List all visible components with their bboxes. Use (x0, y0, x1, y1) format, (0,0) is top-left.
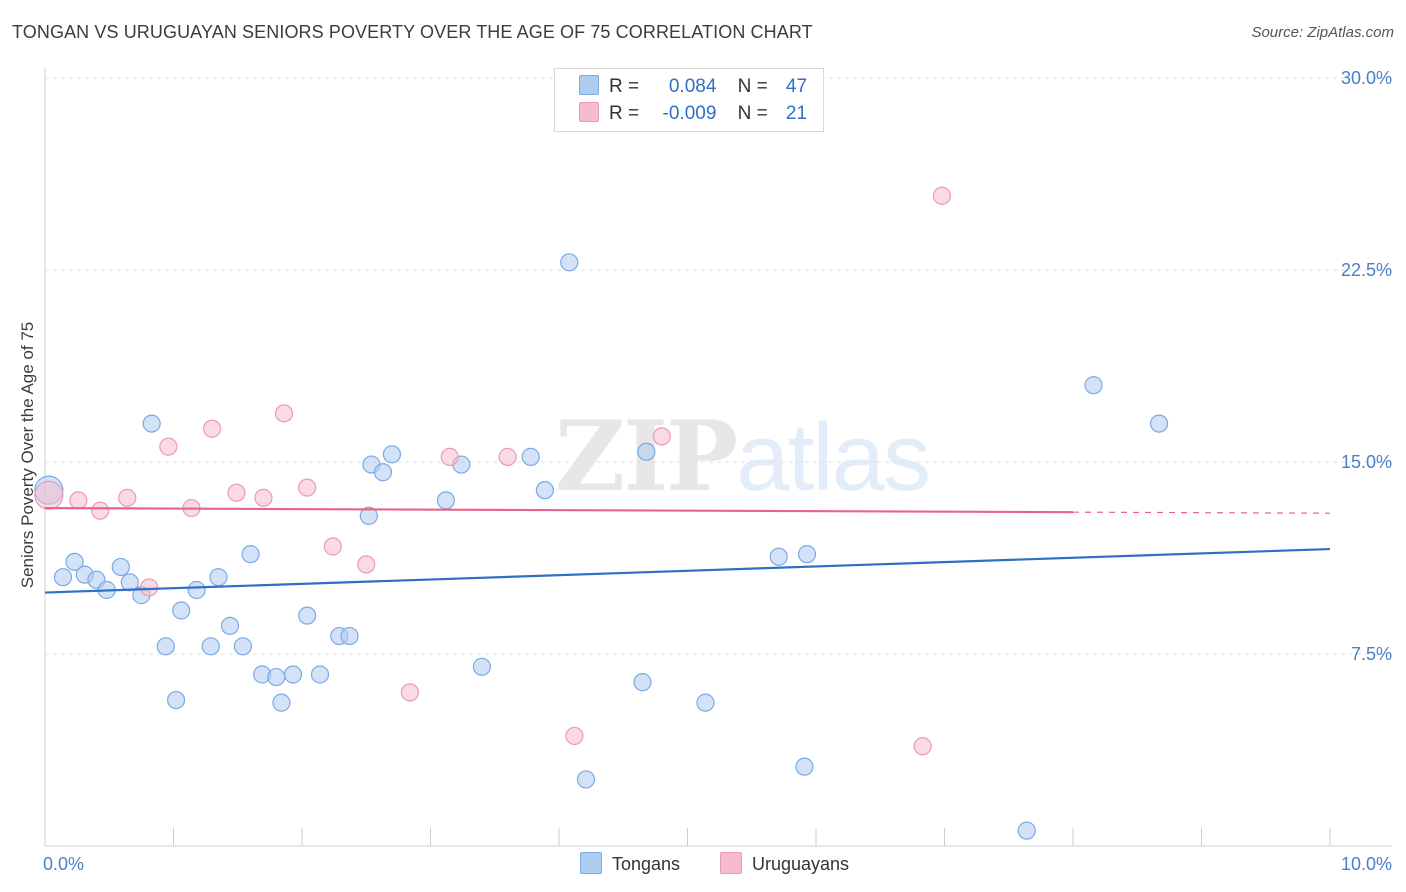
y-tick-label-1: 15.0% (1341, 452, 1392, 472)
tongans-point-35 (535, 481, 554, 500)
tongans-point-26 (340, 626, 359, 646)
legend-swatch-tongans (579, 75, 599, 95)
tongans-point-16 (220, 616, 240, 635)
tongans-point-22 (283, 665, 303, 684)
correlation-legend: R = 0.084 N = 47 R = -0.009 N = 21 (554, 68, 824, 132)
tongans-point-20 (267, 667, 286, 687)
y-tick-label-0: 7.5% (1351, 644, 1392, 664)
source-credit: Source: ZipAtlas.com (1251, 24, 1394, 41)
uruguayans-point-13 (357, 555, 376, 574)
legend-r-value-uruguayans: -0.009 (662, 103, 717, 124)
bottom-legend-swatch-tongans (580, 852, 602, 874)
bottom-legend-tongans: Tongans (580, 852, 680, 875)
tongans-point-31 (436, 491, 456, 510)
uruguayans-point-11 (298, 478, 317, 497)
bottom-legend-label-tongans: Tongans (612, 854, 681, 874)
uruguayans-trend-line (44, 506, 1074, 514)
uruguayans-point-0 (34, 480, 64, 510)
uruguayans-trend-line-extension (1072, 511, 1331, 514)
bottom-legend-uruguayans: Uruguayans (720, 852, 849, 875)
tongans-point-42 (795, 757, 814, 776)
uruguayans-point-18 (652, 427, 671, 446)
tongans-point-38 (633, 673, 652, 692)
legend-n-value-tongans: 47 (785, 76, 808, 97)
y-tick-label-2: 22.5% (1341, 260, 1392, 280)
tongans-point-30 (382, 445, 402, 464)
legend-r-label: R = (609, 103, 640, 124)
uruguayans-point-10 (274, 404, 294, 423)
tongans-point-9 (142, 414, 161, 433)
tongans-point-36 (560, 253, 579, 272)
tongans-point-2 (65, 552, 84, 571)
tongans-point-10 (156, 637, 175, 656)
legend-n-label: N = (737, 103, 768, 124)
tongans-point-39 (637, 442, 656, 461)
legend-n-label: N = (737, 76, 768, 97)
uruguayans-point-20 (932, 186, 952, 205)
uruguayans-point-8 (227, 483, 246, 502)
tongans-point-1 (53, 568, 73, 587)
tongans-point-12 (172, 601, 191, 620)
tongans-point-24 (310, 665, 330, 684)
tongans-point-23 (298, 606, 317, 625)
uruguayans-point-7 (202, 419, 222, 438)
tongans-point-18 (241, 545, 260, 564)
bottom-legend-label-uruguayans: Uruguayans (752, 854, 850, 874)
uruguayans-point-2 (91, 501, 110, 520)
legend-row-uruguayans: R = -0.009 N = 21 (579, 102, 807, 126)
tongans-point-13 (187, 580, 206, 600)
tongans-point-43 (797, 545, 817, 564)
tongans-point-37 (576, 770, 596, 789)
uruguayans-point-19 (913, 737, 932, 756)
tongans-point-17 (233, 637, 252, 656)
x-tick-label-1: 10.0% (1341, 854, 1392, 874)
legend-r-label: R = (609, 76, 640, 97)
tongans-point-21 (272, 693, 291, 712)
uruguayans-point-14 (400, 683, 420, 702)
uruguayans-point-16 (498, 447, 517, 466)
x-tick-label-0: 0.0% (43, 854, 84, 874)
legend-swatch-uruguayans (579, 102, 599, 122)
chart-title: TONGAN VS URUGUAYAN SENIORS POVERTY OVER… (12, 22, 813, 42)
tongans-point-29 (373, 463, 393, 482)
tongans-point-44 (1017, 821, 1036, 840)
tongans-point-27 (359, 506, 378, 525)
tongans-point-7 (120, 573, 139, 592)
uruguayans-point-17 (565, 726, 584, 746)
legend-n-value-uruguayans: 21 (785, 103, 808, 124)
tongans-point-46 (1149, 414, 1169, 433)
legend-r-value-tongans: 0.084 (668, 76, 717, 97)
tongans-point-45 (1084, 376, 1103, 395)
tongans-point-34 (521, 447, 540, 466)
tongans-point-15 (209, 568, 228, 587)
tongans-point-41 (769, 547, 788, 566)
uruguayans-point-4 (139, 578, 159, 597)
legend-row-tongans: R = 0.084 N = 47 (579, 75, 807, 99)
tongans-point-6 (111, 557, 130, 577)
tongans-trend-line (44, 547, 1331, 594)
y-tick-label-3: 30.0% (1341, 68, 1392, 88)
tongans-point-40 (696, 693, 715, 712)
tongans-point-14 (201, 637, 220, 656)
bottom-legend-swatch-uruguayans (720, 852, 742, 874)
tongans-point-11 (166, 690, 186, 710)
tongans-point-33 (472, 657, 491, 676)
uruguayans-point-5 (159, 437, 178, 456)
uruguayans-point-15 (440, 447, 459, 466)
uruguayans-point-1 (69, 491, 88, 510)
uruguayans-point-12 (323, 537, 342, 556)
uruguayans-point-3 (118, 488, 137, 507)
uruguayans-point-9 (254, 488, 273, 507)
